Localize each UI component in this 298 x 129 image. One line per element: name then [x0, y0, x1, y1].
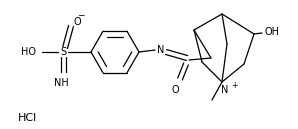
Text: HCl: HCl [18, 113, 37, 123]
Text: S: S [60, 47, 66, 57]
Text: NH: NH [54, 78, 68, 88]
Text: +: + [231, 80, 237, 90]
Text: O: O [171, 85, 179, 95]
Text: N: N [221, 85, 229, 95]
Text: N: N [157, 45, 165, 55]
Text: −: − [77, 10, 85, 19]
Text: O: O [73, 17, 81, 27]
Text: OH: OH [265, 27, 280, 37]
Text: HO: HO [21, 47, 35, 57]
